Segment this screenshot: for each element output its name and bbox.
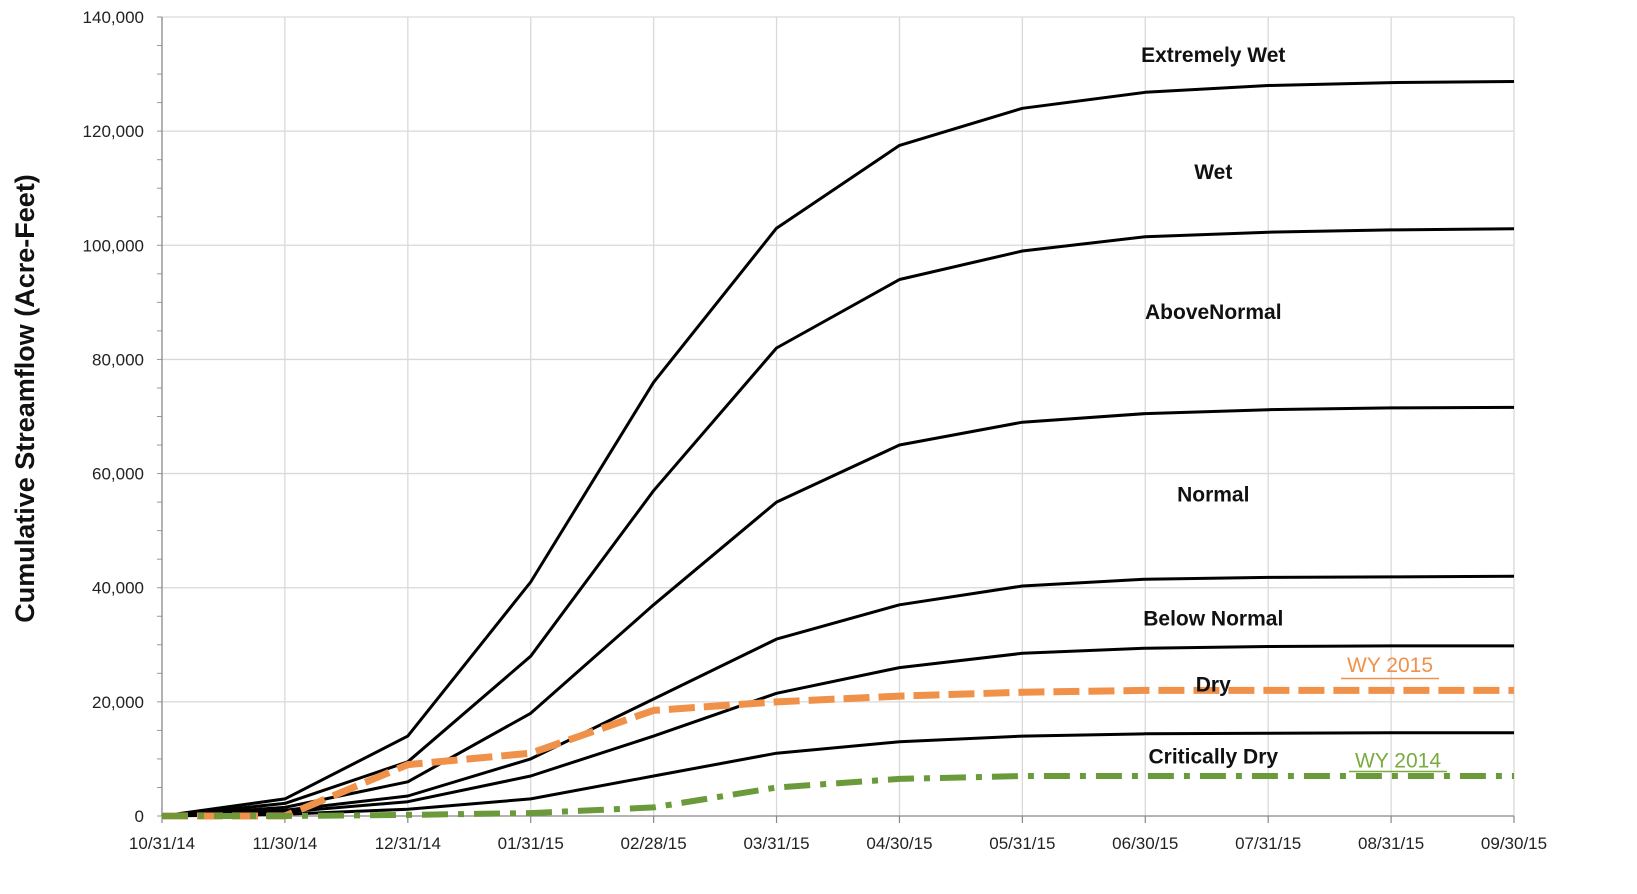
x-tick-label: 05/31/15 (989, 834, 1055, 853)
x-tick-label: 08/31/15 (1358, 834, 1424, 853)
y-tick-label: 20,000 (92, 693, 144, 712)
y-tick-label: 80,000 (92, 350, 144, 369)
x-tick-label: 01/31/15 (498, 834, 564, 853)
y-tick-label: 0 (135, 807, 144, 826)
x-tick-label: 07/31/15 (1235, 834, 1301, 853)
y-axis-label: Cumulative Streamflow (Acre-Feet) (10, 174, 40, 623)
series-label-wy-2014: WY 2014 (1355, 750, 1441, 773)
y-tick-label: 60,000 (92, 465, 144, 484)
x-tick-label: 03/31/15 (743, 834, 809, 853)
series-lines (161, 80, 1515, 820)
x-tick-label: 12/31/14 (375, 834, 441, 853)
band-label: Extremely Wet (1141, 44, 1285, 67)
band-label: Wet (1194, 161, 1232, 184)
band-label: AboveNormal (1145, 301, 1282, 324)
y-tick-label: 100,000 (83, 236, 144, 255)
series-line-wy-2014 (162, 773, 1514, 819)
band-label: Normal (1177, 484, 1249, 507)
x-tick-label: 06/30/15 (1112, 834, 1178, 853)
series-line-6 (161, 731, 1514, 818)
series-line-3 (161, 405, 1515, 818)
axes: 0 20,000 40,000 60,000 80,000 100,000 120,000 1… (83, 8, 1548, 853)
x-tick-label: 02/28/15 (621, 834, 687, 853)
band-label: Critically Dry (1148, 746, 1278, 769)
series-line-5 (161, 644, 1514, 818)
annotations: Extremely Wet Wet AboveNormal Normal Below N… (1141, 44, 1447, 773)
x-tick-label: 09/30/15 (1481, 834, 1547, 853)
band-label: Dry (1196, 674, 1231, 697)
band-label: Below Normal (1143, 607, 1283, 630)
x-tick-label: 10/31/14 (129, 834, 195, 853)
series-line-1 (161, 80, 1515, 818)
series-line-4 (161, 574, 1515, 818)
y-tick-label: 140,000 (83, 8, 144, 27)
series-line-2 (161, 227, 1515, 818)
series-line-wy-2015 (162, 686, 1514, 820)
y-tick-label: 120,000 (83, 122, 144, 141)
x-tick-label: 11/30/14 (252, 834, 317, 853)
series-label-wy-2015: WY 2015 (1347, 654, 1433, 677)
y-tick-label: 40,000 (92, 579, 144, 598)
x-tick-label: 04/30/15 (866, 834, 932, 853)
grid-lines (162, 16, 1515, 816)
